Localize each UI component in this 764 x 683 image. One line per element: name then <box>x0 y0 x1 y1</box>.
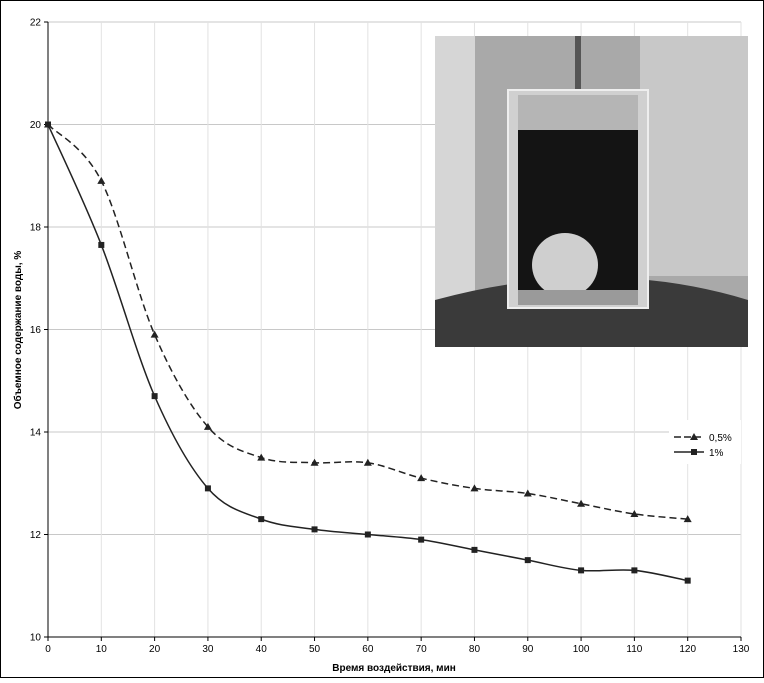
y-tick-label: 10 <box>30 633 42 644</box>
point <box>578 567 585 574</box>
point <box>257 453 266 461</box>
point <box>45 121 51 128</box>
y-tick-label: 22 <box>30 18 42 29</box>
y-tick-label: 18 <box>30 223 42 234</box>
x-tick-label: 130 <box>733 644 750 655</box>
x-tick-label: 50 <box>309 644 321 655</box>
series-line <box>47 123 688 520</box>
x-tick-label: 20 <box>149 644 161 655</box>
point <box>523 489 532 497</box>
x-tick-label: 120 <box>679 644 696 655</box>
point <box>203 422 212 430</box>
x-tick-label: 10 <box>96 644 108 655</box>
x-tick-label: 40 <box>256 644 268 655</box>
point <box>364 531 371 538</box>
x-axis-label: Время воздействия, мин <box>332 663 456 674</box>
point <box>258 516 265 523</box>
legend-marker <box>691 449 697 455</box>
point <box>630 510 639 517</box>
point <box>684 577 691 584</box>
x-tick-label: 70 <box>416 644 428 655</box>
point <box>471 546 478 553</box>
point <box>204 485 211 492</box>
point <box>310 458 319 466</box>
y-tick-label: 12 <box>30 530 42 541</box>
inset-photo <box>435 36 748 347</box>
x-tick-label: 80 <box>469 644 481 655</box>
legend-marker <box>690 433 698 440</box>
x-tick-label: 30 <box>202 644 214 655</box>
point <box>524 557 531 564</box>
y-tick-label: 20 <box>30 120 42 131</box>
point <box>151 393 158 400</box>
x-tick-label: 110 <box>626 644 642 655</box>
point <box>98 241 105 248</box>
point <box>577 499 586 507</box>
point <box>417 474 426 482</box>
point <box>683 515 692 523</box>
point <box>311 526 318 533</box>
y-tick-label: 14 <box>30 428 42 439</box>
legend-label: 1% <box>709 448 724 459</box>
x-tick-label: 100 <box>573 644 590 655</box>
point <box>150 330 159 338</box>
point <box>631 567 638 574</box>
y-tick-label: 16 <box>30 325 42 336</box>
y-axis-label: Объемное содержание воды, % <box>12 251 24 410</box>
legend-box <box>669 420 741 464</box>
point <box>470 484 479 492</box>
point <box>363 458 372 466</box>
point <box>418 536 425 543</box>
x-tick-label: 0 <box>45 644 51 655</box>
x-tick-label: 60 <box>362 644 374 655</box>
x-tick-label: 90 <box>522 644 534 655</box>
legend-label: 0,5% <box>709 433 732 444</box>
point <box>97 176 106 184</box>
series-line <box>47 124 688 582</box>
